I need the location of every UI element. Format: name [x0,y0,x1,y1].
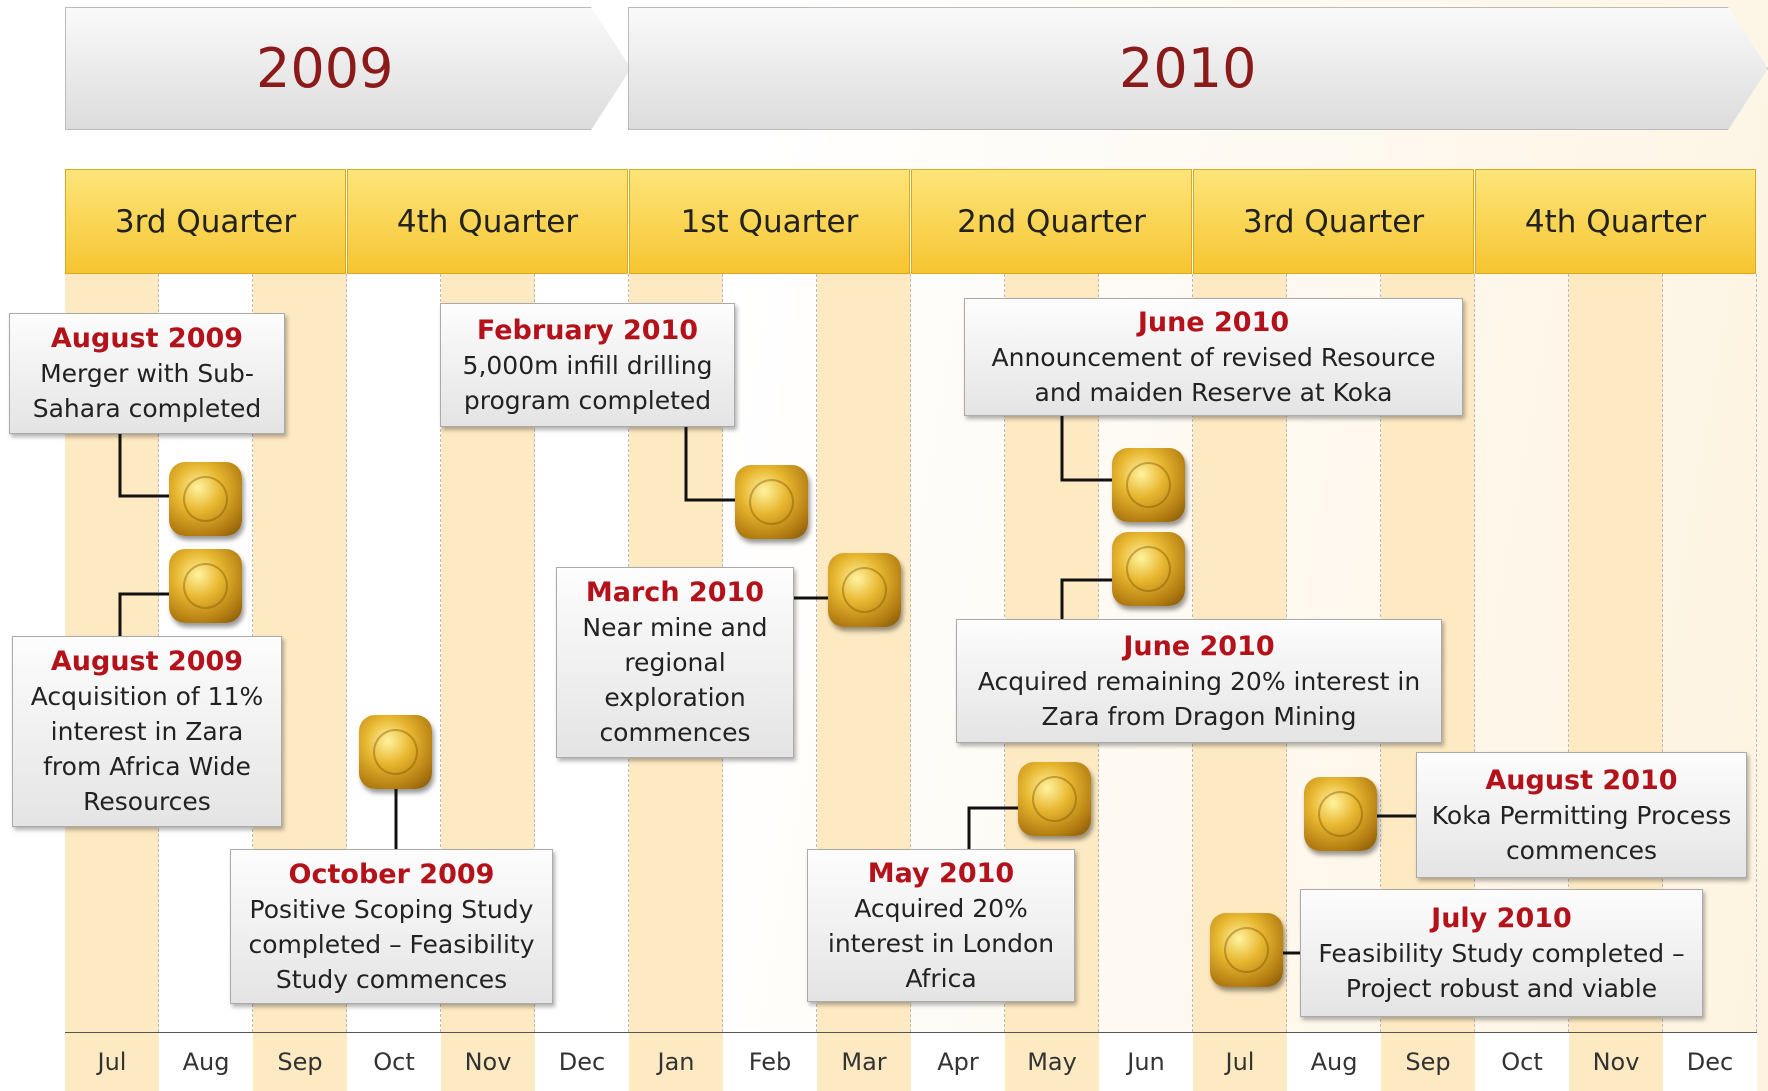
event-text: Acquisition of 11% interest in Zara from… [30,682,264,816]
quarter-label: 1st Quarter [629,169,910,274]
month-label: Dec [535,1032,629,1091]
event-box: August 2009 Merger with Sub-Sahara comple… [9,313,285,434]
event-date: May 2010 [867,857,1015,889]
gold-nugget [169,549,242,623]
event-text: Acquired remaining 20% interest in Zara … [977,666,1421,731]
gold-nugget [735,465,808,539]
month-column [1663,274,1757,1032]
event-date: July 2010 [1431,902,1572,934]
event-date: August 2009 [50,323,244,354]
gold-nugget [1304,777,1377,851]
quarter-label: 4th Quarter [347,169,628,274]
quarter-label: 3rd Quarter [1193,169,1474,274]
month-label: Apr [911,1032,1005,1091]
month-label: Jul [65,1032,159,1091]
quarter-label: 3rd Quarter [65,169,346,274]
event-box: August 2009 Acquisition of 11% interest i… [12,636,282,827]
event-box: March 2010 Near mine and regional explora… [556,567,794,758]
event-text: Announcement of revised Resource and mai… [991,342,1436,407]
year-banner: 2009 [65,7,631,130]
quarter-label: 4th Quarter [1475,169,1756,274]
event-box: October 2009 Positive Scoping Study compl… [230,849,553,1004]
year-banner: 2010 [628,7,1768,130]
gold-nugget [828,553,901,627]
event-box: May 2010 Acquired 20% interest in London … [807,849,1075,1002]
month-label: Nov [1569,1032,1663,1091]
month-label: May [1005,1032,1099,1091]
event-box: June 2010 Announcement of revised Resourc… [964,298,1463,416]
month-label: Jun [1099,1032,1193,1091]
month-column [347,274,441,1032]
event-text: Koka Permitting Process commences [1431,800,1732,865]
event-date: August 2010 [1485,764,1678,796]
month-label: Aug [159,1032,253,1091]
month-label: Sep [253,1032,347,1091]
gold-nugget [169,462,242,536]
event-date: June 2010 [1137,306,1290,338]
month-label: Aug [1287,1032,1381,1091]
event-box: July 2010 Feasibility Study completed – P… [1300,889,1703,1017]
month-label: Dec [1663,1032,1757,1091]
event-date: August 2009 [50,646,244,677]
event-date: March 2010 [585,577,765,608]
month-column [1475,274,1569,1032]
event-box: August 2010 Koka Permitting Process comme… [1416,752,1747,878]
month-label: Jan [629,1032,723,1091]
month-label: Mar [817,1032,911,1091]
event-text: Near mine and regional exploration comme… [582,613,768,747]
gold-nugget [1112,532,1185,606]
gold-nugget [359,715,432,789]
month-label: Feb [723,1032,817,1091]
gold-nugget [1210,913,1283,987]
event-text: Positive Scoping Study completed – Feasi… [248,894,535,994]
event-date: February 2010 [476,314,699,346]
event-text: Acquired 20% interest in London Africa [827,893,1055,993]
event-text: Merger with Sub-Sahara completed [32,359,262,423]
event-text: Feasibility Study completed – Project ro… [1318,938,1685,1003]
gold-nugget [1112,448,1185,522]
event-box: June 2010 Acquired remaining 20% interest… [956,619,1442,743]
event-text: 5,000m infill drilling program completed [462,350,713,415]
month-label: Jul [1193,1032,1287,1091]
gold-nugget [1018,762,1091,836]
event-box: February 2010 5,000m infill drilling prog… [440,303,735,427]
month-label: Sep [1381,1032,1475,1091]
event-date: June 2010 [1123,630,1275,662]
month-label: Oct [347,1032,441,1091]
month-label: Nov [441,1032,535,1091]
quarter-label: 2nd Quarter [911,169,1192,274]
month-label: Oct [1475,1032,1569,1091]
month-column [723,274,817,1032]
event-date: October 2009 [288,858,495,890]
